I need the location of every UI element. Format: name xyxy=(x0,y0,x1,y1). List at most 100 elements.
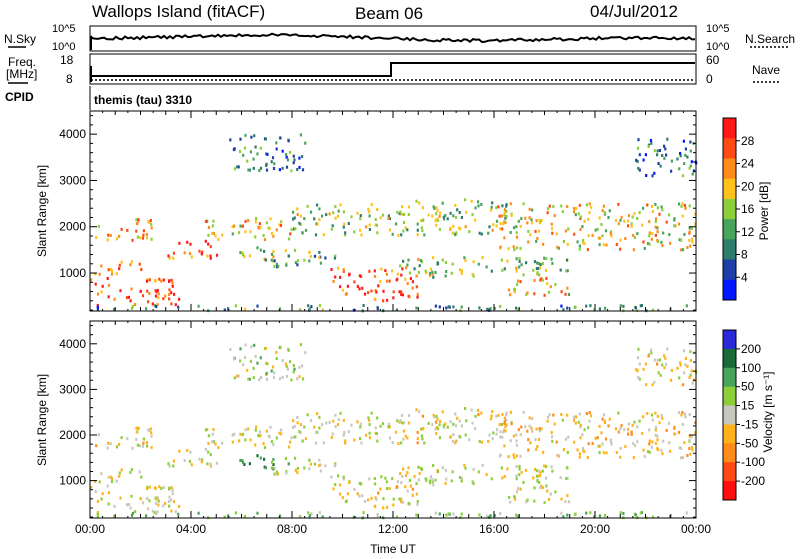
power-echo-cell xyxy=(106,277,109,280)
velocity-echo-cell xyxy=(158,485,161,489)
velocity-echo-cell xyxy=(656,414,659,418)
power-echo-cell xyxy=(217,237,220,241)
power-echo-cell xyxy=(442,215,445,219)
velocity-echo-cell xyxy=(141,501,145,505)
velocity-echo-cell xyxy=(308,467,311,471)
power-echo-cell xyxy=(96,305,99,309)
power-echo-cell xyxy=(519,280,522,284)
velocity-echo-cell xyxy=(341,496,344,500)
power-echo-cell xyxy=(227,307,230,311)
velocity-echo-cell xyxy=(566,413,569,417)
power-echo-cell xyxy=(503,211,506,215)
power-echo-cell xyxy=(470,199,473,203)
velocity-echo-cell xyxy=(306,413,309,417)
power-echo-cell xyxy=(292,217,295,221)
velocity-echo-cell xyxy=(519,433,522,437)
velocity-echo-cell xyxy=(492,431,495,435)
velocity-echo-cell xyxy=(263,465,266,469)
velocity-echo-cell xyxy=(359,425,362,429)
velocity-echo-cell xyxy=(543,464,546,468)
power-echo-cell xyxy=(435,212,438,216)
power-echo-cell xyxy=(561,210,564,214)
power-echo-cell xyxy=(265,162,268,166)
power-echo-cell xyxy=(505,209,508,213)
power-echo-cell xyxy=(324,256,327,260)
power-echo-cell xyxy=(579,228,582,231)
power-echo-cell xyxy=(505,204,508,208)
velocity-echo-cell xyxy=(503,474,506,478)
power-echo-cell xyxy=(438,305,441,309)
velocity-echo-cell xyxy=(537,437,541,441)
power-echo-cell xyxy=(330,227,333,231)
power-echo-cell xyxy=(627,214,630,218)
power-echo-cell xyxy=(407,258,410,262)
power-echo-cell xyxy=(168,297,171,301)
velocity-echo-cell xyxy=(547,498,551,501)
velocity-echo-cell xyxy=(135,430,138,434)
power-echo-cell xyxy=(158,277,161,281)
velocity-echo-cell xyxy=(444,422,447,426)
velocity-echo-cell xyxy=(664,356,667,360)
colorbar-swatch xyxy=(723,118,736,139)
power-echo-cell xyxy=(433,206,436,210)
velocity-echo-cell xyxy=(252,376,255,380)
velocity-echo-cell xyxy=(142,441,145,445)
velocity-echo-cell xyxy=(126,437,129,441)
power-echo-cell xyxy=(396,210,399,214)
nsky-label: N.Sky xyxy=(4,32,36,46)
power-echo-cell xyxy=(243,255,246,259)
power-echo-cell xyxy=(129,299,132,303)
x-tick-label: 20:00 xyxy=(580,522,610,536)
velocity-echo-cell xyxy=(197,511,200,515)
power-echo-cell xyxy=(249,150,252,154)
velocity-echo-cell xyxy=(501,435,504,439)
velocity-echo-cell xyxy=(239,359,242,363)
velocity-echo-cell xyxy=(480,411,483,415)
power-echo-cell xyxy=(598,307,601,311)
velocity-echo-cell xyxy=(268,435,271,439)
velocity-echo-cell xyxy=(313,425,316,429)
power-echo-cell xyxy=(648,242,651,246)
power-echo-cell xyxy=(530,218,533,222)
velocity-echo-cell xyxy=(419,466,422,470)
velocity-echo-cell xyxy=(401,474,404,478)
power-echo-cell xyxy=(619,238,622,242)
power-echo-cell xyxy=(206,254,209,258)
power-echo-cell xyxy=(545,257,548,261)
power-echo-cell xyxy=(248,168,251,172)
power-echo-cell xyxy=(308,307,311,311)
power-echo-cell xyxy=(304,141,307,145)
power-echo-cell xyxy=(630,224,633,228)
velocity-echo-cell xyxy=(649,348,653,352)
power-echo-cell xyxy=(375,223,378,227)
power-echo-cell xyxy=(303,217,306,221)
velocity-echo-cell xyxy=(421,437,424,441)
velocity-echo-cell xyxy=(491,410,494,413)
velocity-echo-cell xyxy=(636,425,639,429)
power-echo-cell xyxy=(578,247,581,251)
power-echo-cell xyxy=(254,145,257,149)
power-echo-cell xyxy=(495,206,498,210)
power-echo-cell xyxy=(171,281,174,285)
velocity-echo-cell xyxy=(407,414,411,417)
velocity-echo-cell xyxy=(95,444,98,448)
velocity-echo-cell xyxy=(500,422,504,426)
power-echo-cell xyxy=(602,243,605,247)
power-echo-cell xyxy=(636,217,639,220)
velocity-echo-cell xyxy=(495,428,499,432)
velocity-echo-cell xyxy=(342,477,345,481)
power-echo-cell xyxy=(411,280,414,284)
power-echo-cell xyxy=(535,239,538,243)
velocity-echo-cell xyxy=(234,511,237,515)
colorbar-tick-label: 24 xyxy=(741,157,755,171)
velocity-echo-cell xyxy=(285,471,288,475)
velocity-echo-cell xyxy=(585,412,588,415)
power-echo-cell xyxy=(256,152,259,156)
velocity-echo-cell xyxy=(509,410,512,414)
power-echo-cell xyxy=(515,246,518,250)
velocity-echo-cell xyxy=(507,455,510,459)
power-echo-cell xyxy=(501,204,504,208)
power-echo-cell xyxy=(155,290,158,294)
power-echo-cell xyxy=(292,154,295,158)
velocity-echo-cell xyxy=(429,475,432,479)
